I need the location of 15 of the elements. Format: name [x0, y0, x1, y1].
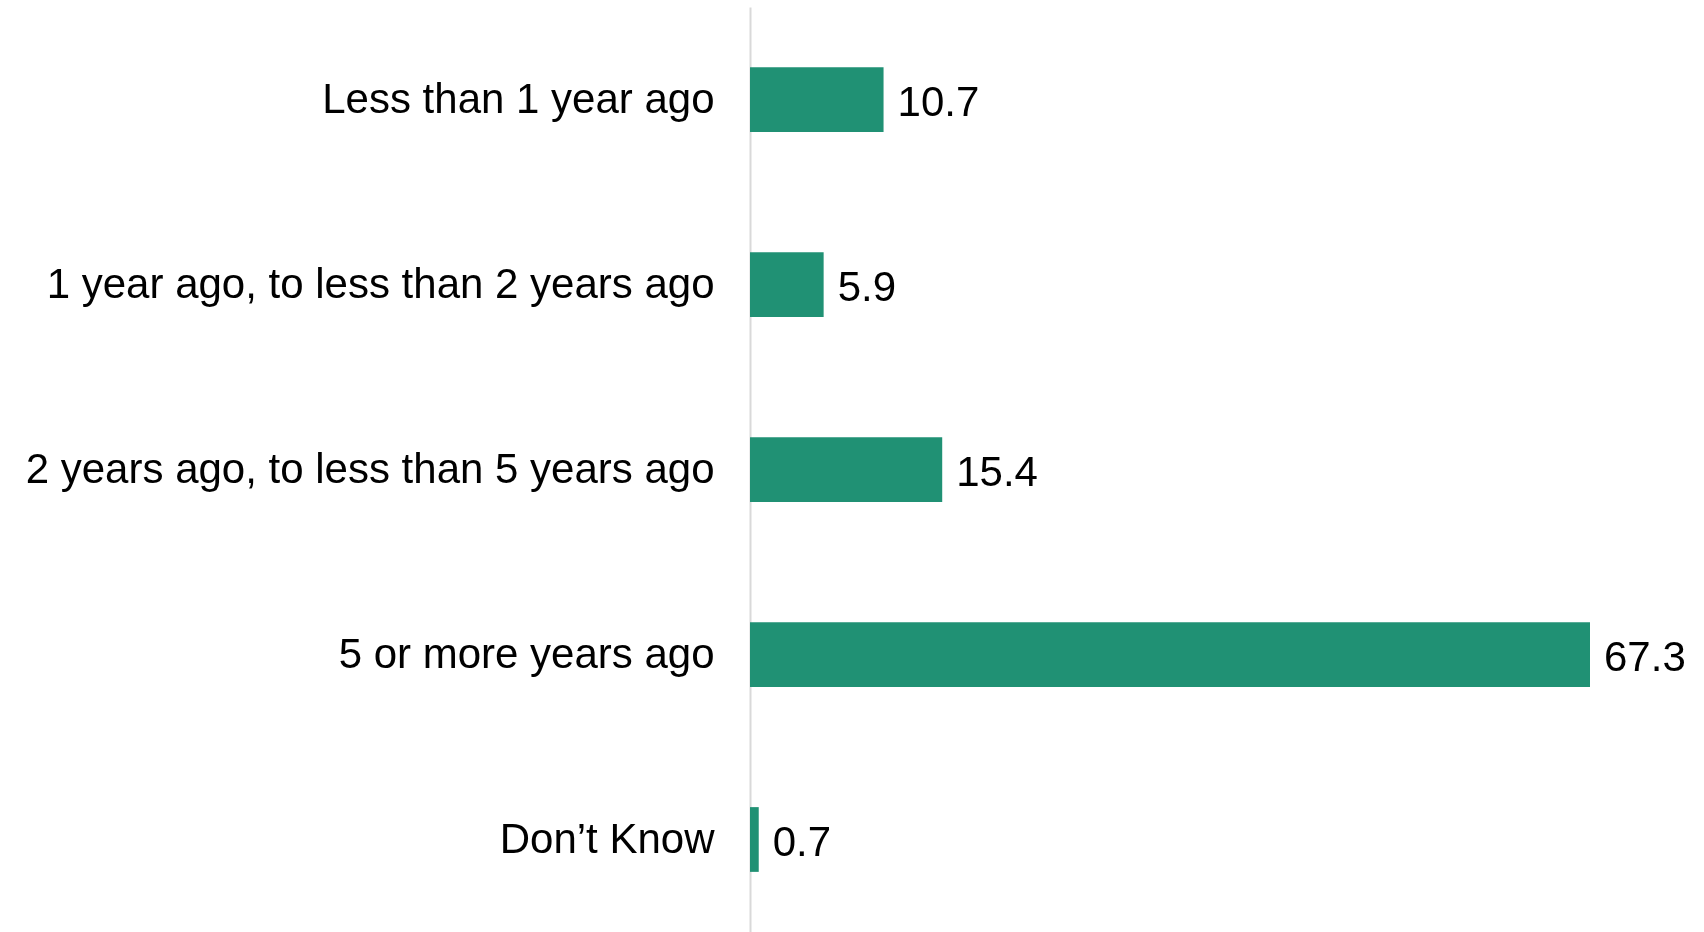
- data-label: 10.7: [897, 77, 980, 125]
- data-label: 67.3: [1604, 632, 1686, 680]
- bar: [750, 622, 1590, 687]
- y-tick-label: 2 years ago, to less than 5 years ago: [25, 444, 715, 492]
- data-label: 0.7: [772, 817, 832, 865]
- data-label: 15.4: [956, 447, 1038, 495]
- bar: [750, 252, 824, 317]
- y-tick-label: Don’t Know: [499, 814, 716, 862]
- bar: [750, 67, 884, 132]
- y-tick-label: 5 or more years ago: [338, 629, 715, 677]
- y-tick-label: 1 year ago, to less than 2 years ago: [46, 259, 715, 307]
- bar: [750, 807, 759, 872]
- bar: [750, 437, 943, 502]
- data-label: 5.9: [837, 262, 897, 310]
- y-tick-label: Less than 1 year ago: [322, 74, 715, 122]
